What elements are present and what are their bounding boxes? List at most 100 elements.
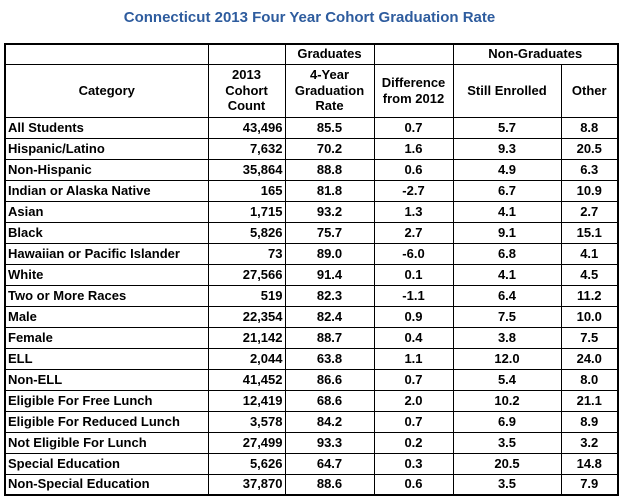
graduation-rate-cell: 88.8 [284, 158, 375, 181]
table-row: Asian 1,715 93.2 1.3 4.1 2.7 [4, 200, 619, 223]
table-row: Hispanic/Latino 7,632 70.2 1.6 9.3 20.5 [4, 137, 619, 160]
group-header-row: Graduates Non-Graduates [4, 43, 619, 65]
still-enrolled-cell: 3.5 [452, 473, 562, 496]
page-title: Connecticut 2013 Four Year Cohort Gradua… [123, 9, 496, 26]
table-row: Male 22,354 82.4 0.9 7.5 10.0 [4, 305, 619, 328]
table-row: ELL 2,044 63.8 1.1 12.0 24.0 [4, 347, 619, 370]
difference-cell: 0.3 [373, 452, 454, 475]
difference-cell: 0.9 [373, 305, 454, 328]
category-cell: All Students [4, 116, 209, 139]
still-enrolled-cell: 6.4 [452, 284, 562, 307]
difference-cell: -1.1 [373, 284, 454, 307]
difference-cell: -2.7 [373, 179, 454, 202]
table-row: Non-Special Education 37,870 88.6 0.6 3.5 7.9 [4, 473, 619, 496]
graduation-rate-cell: 93.3 [284, 431, 375, 454]
cohort-count-cell: 35,864 [207, 158, 286, 181]
still-enrolled-cell: 9.3 [452, 137, 562, 160]
graduation-rate-cell: 93.2 [284, 200, 375, 223]
category-cell: Non-Special Education [4, 473, 209, 496]
cohort-count-cell: 41,452 [207, 368, 286, 391]
cohort-count-cell: 73 [207, 242, 286, 265]
category-cell: Female [4, 326, 209, 349]
still-enrolled-cell: 12.0 [452, 347, 562, 370]
table-row: Non-Hispanic 35,864 88.8 0.6 4.9 6.3 [4, 158, 619, 181]
category-cell: Non-Hispanic [4, 158, 209, 181]
cohort-count-cell: 5,626 [207, 452, 286, 475]
category-cell: Asian [4, 200, 209, 223]
cohort-count-cell: 22,354 [207, 305, 286, 328]
category-cell: Eligible For Free Lunch [4, 389, 209, 412]
graduation-rate-cell: 68.6 [284, 389, 375, 412]
graduation-rate-cell: 70.2 [284, 137, 375, 160]
other-cell: 3.2 [560, 431, 619, 454]
graduation-rate-cell: 89.0 [284, 242, 375, 265]
difference-cell: 0.2 [373, 431, 454, 454]
still-enrolled-cell: 20.5 [452, 452, 562, 475]
category-cell: White [4, 263, 209, 286]
still-enrolled-cell: 5.4 [452, 368, 562, 391]
group-header-graduates: Graduates [284, 43, 375, 65]
still-enrolled-cell: 5.7 [452, 116, 562, 139]
cohort-count-cell: 2,044 [207, 347, 286, 370]
graduation-rate-cell: 88.7 [284, 326, 375, 349]
difference-cell: 0.7 [373, 116, 454, 139]
still-enrolled-cell: 10.2 [452, 389, 562, 412]
category-cell: Not Eligible For Lunch [4, 431, 209, 454]
cohort-count-cell: 165 [207, 179, 286, 202]
column-header-still-enrolled: Still Enrolled [452, 63, 562, 118]
cohort-count-cell: 27,499 [207, 431, 286, 454]
cohort-count-cell: 12,419 [207, 389, 286, 412]
cohort-count-cell: 27,566 [207, 263, 286, 286]
group-header-empty-difference [373, 43, 454, 65]
category-cell: Non-ELL [4, 368, 209, 391]
table-row: All Students 43,496 85.5 0.7 5.7 8.8 [4, 116, 619, 139]
cohort-count-cell: 5,826 [207, 221, 286, 244]
difference-cell: 0.4 [373, 326, 454, 349]
difference-cell: -6.0 [373, 242, 454, 265]
graduation-rate-cell: 86.6 [284, 368, 375, 391]
difference-cell: 2.7 [373, 221, 454, 244]
other-cell: 8.9 [560, 410, 619, 433]
cohort-count-cell: 519 [207, 284, 286, 307]
table-row: Black 5,826 75.7 2.7 9.1 15.1 [4, 221, 619, 244]
other-cell: 21.1 [560, 389, 619, 412]
other-cell: 15.1 [560, 221, 619, 244]
other-cell: 8.0 [560, 368, 619, 391]
other-cell: 4.5 [560, 263, 619, 286]
other-cell: 10.0 [560, 305, 619, 328]
cohort-count-cell: 43,496 [207, 116, 286, 139]
table-row: Eligible For Free Lunch 12,419 68.6 2.0 10.2… [4, 389, 619, 412]
difference-cell: 1.6 [373, 137, 454, 160]
difference-cell: 0.7 [373, 410, 454, 433]
table-body: All Students 43,496 85.5 0.7 5.7 8.8 Hispanic/… [4, 116, 619, 496]
still-enrolled-cell: 9.1 [452, 221, 562, 244]
group-header-empty-category [4, 43, 209, 65]
still-enrolled-cell: 6.9 [452, 410, 562, 433]
graduation-rate-cell: 63.8 [284, 347, 375, 370]
still-enrolled-cell: 3.5 [452, 431, 562, 454]
graduation-rate-cell: 91.4 [284, 263, 375, 286]
column-header-difference-from-2012: Difference from 2012 [373, 63, 454, 118]
graduation-rate-cell: 75.7 [284, 221, 375, 244]
still-enrolled-cell: 4.9 [452, 158, 562, 181]
still-enrolled-cell: 6.8 [452, 242, 562, 265]
graduation-rate-cell: 85.5 [284, 116, 375, 139]
column-header-cohort-count: 2013 Cohort Count [207, 63, 286, 118]
column-header-category: Category [4, 63, 209, 118]
column-header-graduation-rate: 4-Year Graduation Rate [284, 63, 375, 118]
cohort-count-cell: 1,715 [207, 200, 286, 223]
table-row: Special Education 5,626 64.7 0.3 20.5 14.8 [4, 452, 619, 475]
table-row: Hawaiian or Pacific Islander 73 89.0 -6.0 6.… [4, 242, 619, 265]
difference-cell: 1.1 [373, 347, 454, 370]
difference-cell: 2.0 [373, 389, 454, 412]
category-cell: Hispanic/Latino [4, 137, 209, 160]
column-header-row: Category 2013 Cohort Count 4-Year Gradua… [4, 63, 619, 118]
category-cell: Two or More Races [4, 284, 209, 307]
other-cell: 20.5 [560, 137, 619, 160]
still-enrolled-cell: 3.8 [452, 326, 562, 349]
column-header-other: Other [560, 63, 619, 118]
graduation-rate-cell: 64.7 [284, 452, 375, 475]
category-cell: ELL [4, 347, 209, 370]
category-cell: Black [4, 221, 209, 244]
graduation-rate-table: Graduates Non-Graduates Category 2013 Co… [4, 43, 619, 496]
